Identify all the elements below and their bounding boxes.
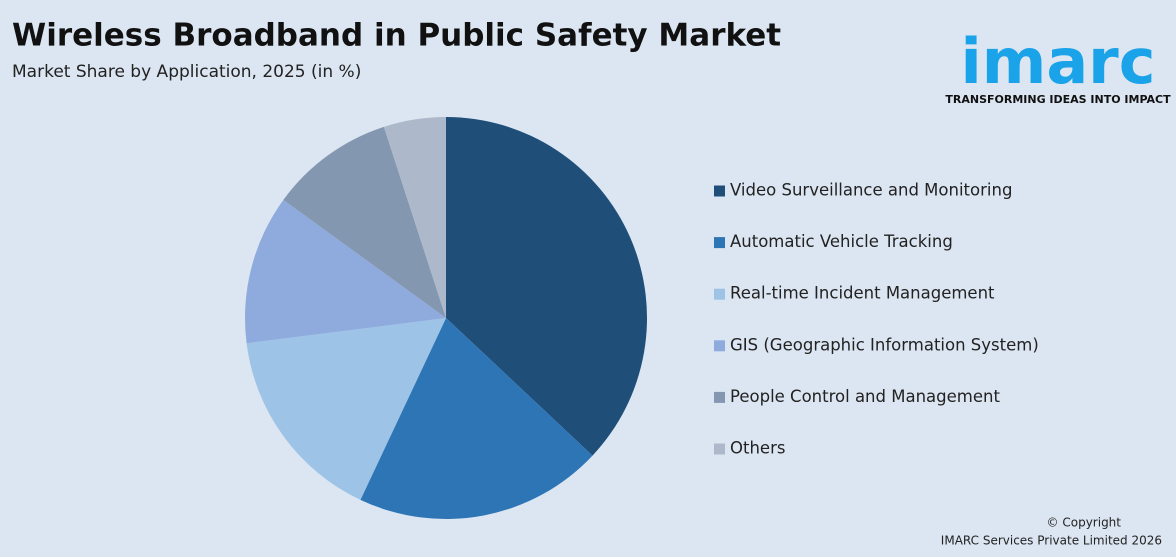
legend-swatch xyxy=(714,288,725,300)
legend-label: Real-time Incident Management xyxy=(730,284,995,303)
legend-swatch xyxy=(714,237,725,249)
pie xyxy=(244,117,647,519)
legend-label: Video Surveillance and Monitoring xyxy=(730,181,1012,200)
logo-tagline: TRANSFORMING IDEAS INTO IMPACT xyxy=(945,93,1171,106)
pie-slice xyxy=(446,117,647,456)
copyright: © Copyright xyxy=(1047,516,1122,530)
legend-label: Others xyxy=(730,439,785,458)
legend-swatch xyxy=(714,340,725,352)
legend-swatch xyxy=(714,443,725,455)
chart-subtitle: Market Share by Application, 2025 (in %) xyxy=(12,62,361,82)
legend-swatch xyxy=(714,391,725,403)
logo: imarc xyxy=(960,25,1155,98)
legend-swatch xyxy=(714,185,725,197)
chart-title: Wireless Broadband in Public Safety Mark… xyxy=(12,18,781,54)
copyright-company: IMARC Services Private Limited 2026 xyxy=(941,534,1162,548)
legend: Video Surveillance and Monitoring Automat… xyxy=(714,181,1039,458)
pie-slice xyxy=(283,126,446,318)
legend-label: People Control and Management xyxy=(730,387,1000,406)
pie-slice xyxy=(244,199,446,344)
pie-slice xyxy=(383,117,446,318)
pie-slice xyxy=(360,318,593,519)
pie-slice xyxy=(246,318,446,500)
legend-label: GIS (Geographic Information System) xyxy=(730,335,1039,354)
legend-label: Automatic Vehicle Tracking xyxy=(730,232,953,251)
